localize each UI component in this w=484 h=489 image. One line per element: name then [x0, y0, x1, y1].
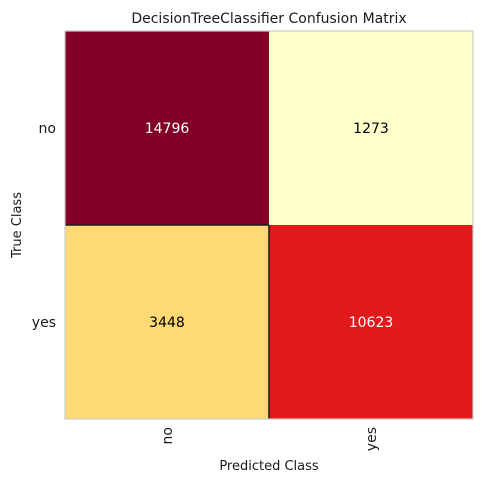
cell-value-label: 14796	[145, 121, 190, 137]
x-tick-labels: no yes	[160, 427, 380, 451]
matrix-cell-no-no	[65, 31, 269, 225]
x-tick-label: no	[160, 427, 176, 444]
matrix-cell-yes-no	[65, 225, 269, 419]
cell-value-label: 10623	[349, 315, 394, 331]
matrix-cell-no-yes	[269, 31, 473, 225]
matrix-cell-yes-yes	[269, 225, 473, 419]
plot-frame	[64, 30, 474, 420]
matrix-cell-labels: 14796 1273 3448 10623	[65, 121, 393, 419]
cell-value-label: 1273	[353, 121, 389, 137]
y-tick-labels: no yes	[32, 121, 56, 331]
y-axis-label: True Class	[10, 192, 25, 259]
matrix-cells	[65, 31, 473, 419]
cell-value-label: 3448	[149, 315, 185, 331]
x-axis-label: Predicted Class	[219, 459, 319, 474]
y-tick-label: no	[39, 121, 56, 137]
y-tick-label: yes	[32, 315, 56, 331]
x-tick-label: yes	[364, 427, 380, 451]
chart-title: DecisionTreeClassifier Confusion Matrix	[131, 11, 406, 27]
